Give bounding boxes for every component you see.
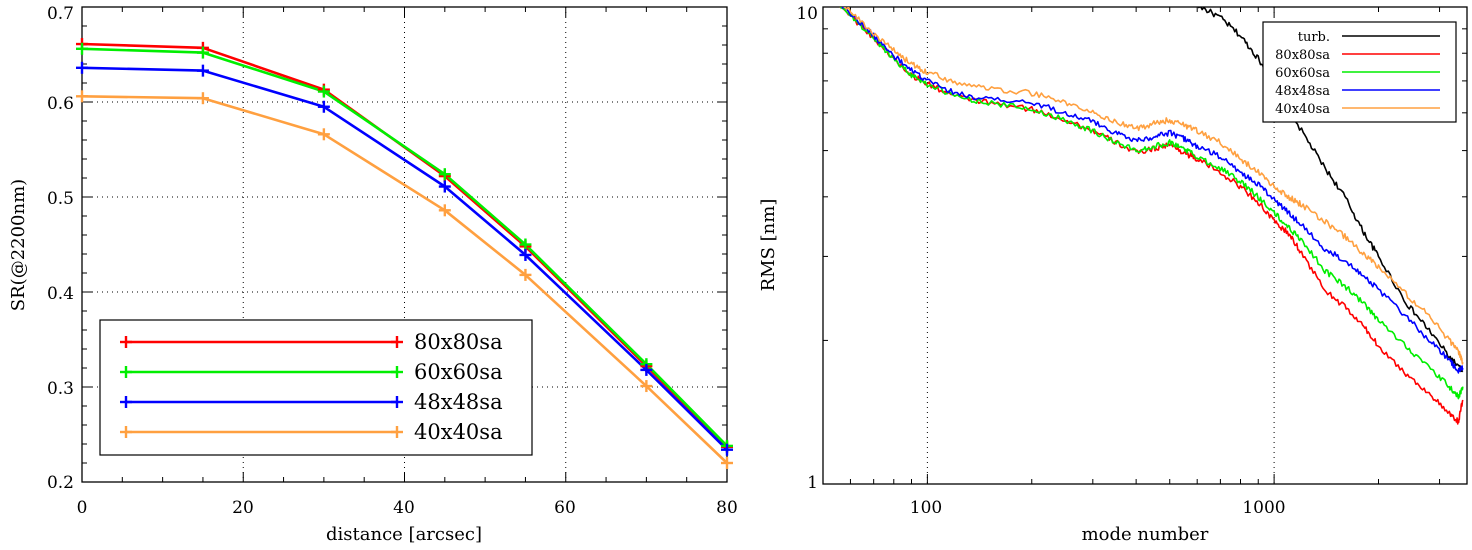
right-series-line-60x60sa [839,7,1464,400]
right-legend-label: turb. [1298,30,1330,45]
left-legend-label: 60x60sa [414,360,503,384]
left-y-tick-labels: 0.2 0.3 0.4 0.5 0.6 0.7 [47,4,74,493]
left-data-point [317,85,330,98]
left-series-markers [76,38,733,469]
left-y-tick-label: 0.6 [47,94,74,114]
right-series-line-40x40sa [843,7,1464,365]
right-y-tick-labels: 1 10 [796,4,818,493]
left-legend-label: 40x40sa [414,420,503,444]
left-legend-label: 80x80sa [414,330,503,354]
right-legend-marks [1342,35,1440,109]
left-chart: 0 20 40 60 80 0.2 0.3 0.4 0.5 0.6 0.7 di… [8,4,738,545]
left-y-tick-label: 0.7 [47,4,74,24]
right-legend-label: 80x80sa [1275,48,1330,63]
right-legend: turb. 80x80sa 60x60sa 48x48sa 40x40sa [1262,21,1457,123]
left-data-point [438,180,451,193]
right-x-tick-labels: 100 1000 [910,498,1286,518]
left-data-point [640,380,653,393]
right-x-tick-label: 1000 [1242,498,1285,518]
left-data-point [76,42,88,55]
left-y-axis-title: SR(@2200nm) [8,179,29,311]
right-legend-label: 60x60sa [1275,66,1330,81]
left-y-tick-label: 0.5 [47,189,74,209]
left-y-tick-label: 0.3 [47,379,74,399]
left-data-point [438,168,451,181]
left-data-point [721,443,733,456]
left-data-point [721,457,733,469]
left-x-tick-label: 40 [393,498,415,518]
left-data-point [317,100,330,113]
left-legend-sample-60x60sa [120,366,403,378]
left-legend: 80x80sa 60x60sa 48x48sa 40x40sa [99,319,533,456]
left-data-point [519,238,532,251]
left-x-tick-label: 80 [716,498,738,518]
left-legend-marks [120,336,403,438]
left-legend-sample-40x40sa [120,426,403,438]
left-data-point [76,90,88,103]
left-legend-sample-80x80sa [120,336,403,348]
left-x-tick-labels: 0 20 40 60 80 [77,498,738,518]
right-series-line-48x48sa [841,7,1464,374]
left-data-point [519,248,532,261]
left-x-tick-label: 0 [77,498,88,518]
right-y-tick-label: 1 [807,473,818,493]
right-y-axis-title: RMS [nm] [758,199,779,292]
right-chart: 100 1000 1 10 mode number RMS [nm] turb.… [758,4,1468,545]
right-legend-label: 48x48sa [1275,84,1330,99]
left-data-point [438,204,451,217]
left-legend-sample-48x48sa [120,396,403,408]
left-y-tick-label: 0.2 [47,473,74,493]
right-ticks [823,7,1467,484]
right-series-line-turb [1195,7,1464,373]
right-x-tick-label: 100 [910,498,942,518]
right-legend-label: 40x40sa [1275,102,1330,117]
left-data-point [519,268,532,281]
right-y-tick-label: 10 [796,4,818,24]
right-x-axis-title: mode number [1082,524,1209,545]
right-series-lines [839,7,1464,425]
left-legend-label: 48x48sa [414,390,503,414]
left-x-tick-label: 60 [554,498,576,518]
left-data-point [640,363,653,376]
left-data-point [76,61,88,74]
left-data-point [196,92,209,105]
left-x-tick-label: 20 [232,498,254,518]
left-x-axis-title: distance [arcsec] [326,524,482,545]
left-y-tick-label: 0.4 [47,284,74,304]
left-data-point [196,64,209,77]
left-data-point [196,46,209,59]
left-data-point [317,128,330,141]
